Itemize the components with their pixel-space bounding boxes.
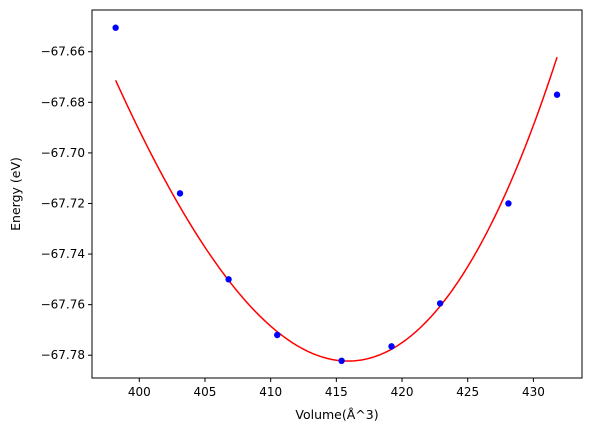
data-point: [176, 190, 184, 197]
data-point: [436, 300, 444, 307]
x-tick-label: 410: [259, 385, 282, 399]
data-point: [112, 24, 119, 31]
y-tick-label: −67.72: [41, 196, 85, 210]
x-tick-label: 420: [391, 385, 414, 399]
data-point: [388, 343, 395, 350]
x-tick-label: 430: [522, 385, 545, 399]
fit-curve-layer: [114, 56, 558, 362]
x-tick-label: 415: [325, 385, 348, 399]
x-tick-label: 405: [194, 385, 217, 399]
fit-curve: [114, 56, 558, 362]
y-tick-label: −67.74: [41, 247, 85, 261]
y-tick-label: −67.66: [41, 45, 85, 59]
data-point: [274, 331, 281, 339]
data-points-layer: [112, 24, 561, 365]
x-axis-ticks: 400 405 410 415 420 425 430: [128, 378, 545, 399]
data-point: [338, 357, 345, 365]
y-axis-ticks: −67.78 −67.76 −67.74 −67.72 −67.70 −67.68 −67.…: [41, 45, 92, 362]
x-tick-label: 425: [456, 385, 479, 399]
plot-frame: [91, 9, 583, 379]
x-tick-label: 400: [128, 385, 151, 399]
data-point: [553, 91, 561, 98]
y-axis-label: Energy (eV): [8, 157, 23, 231]
x-axis-label: Volume(Å^3): [295, 407, 378, 422]
y-tick-label: −67.78: [41, 348, 85, 362]
data-point: [225, 276, 232, 283]
y-tick-label: −67.68: [41, 95, 85, 109]
data-point: [505, 200, 512, 207]
y-tick-label: −67.70: [41, 146, 85, 160]
y-tick-label: −67.76: [41, 298, 85, 312]
